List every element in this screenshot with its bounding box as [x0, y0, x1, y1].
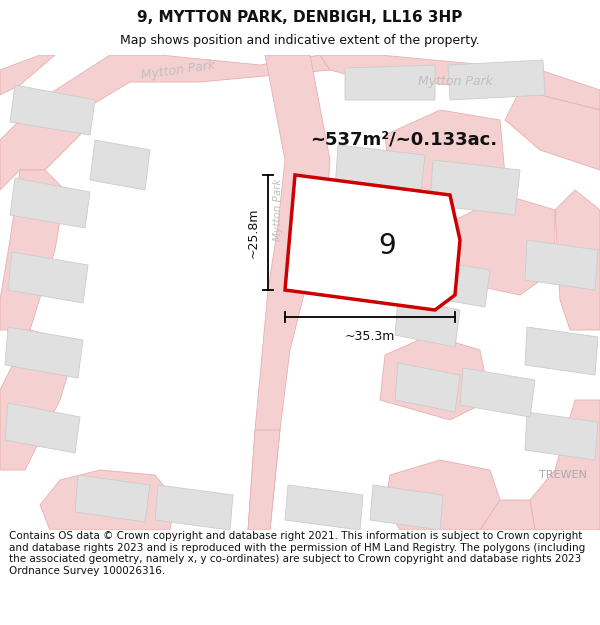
Polygon shape [5, 403, 80, 453]
Polygon shape [10, 85, 95, 135]
Polygon shape [525, 240, 598, 290]
Text: Mytton Park: Mytton Park [418, 76, 493, 89]
Text: Map shows position and indicative extent of the property.: Map shows position and indicative extent… [120, 34, 480, 47]
Polygon shape [248, 430, 280, 530]
Polygon shape [505, 90, 600, 170]
Polygon shape [345, 253, 420, 302]
Polygon shape [8, 252, 88, 303]
Text: Mytton Park: Mytton Park [140, 58, 216, 82]
Polygon shape [385, 110, 505, 195]
Polygon shape [415, 258, 490, 307]
Polygon shape [460, 368, 535, 417]
Polygon shape [10, 178, 90, 228]
Text: ~25.8m: ~25.8m [247, 208, 260, 258]
Polygon shape [0, 330, 75, 470]
Polygon shape [430, 160, 520, 215]
Polygon shape [530, 400, 600, 530]
Text: Mytton Park: Mytton Park [273, 179, 283, 241]
Polygon shape [555, 190, 600, 330]
Polygon shape [385, 460, 500, 530]
Polygon shape [448, 60, 545, 100]
Polygon shape [0, 170, 65, 330]
Polygon shape [90, 140, 150, 190]
Text: TREWEN: TREWEN [539, 470, 587, 480]
Polygon shape [335, 145, 425, 200]
Polygon shape [155, 485, 233, 530]
Polygon shape [345, 65, 435, 100]
Polygon shape [40, 55, 330, 112]
Polygon shape [0, 55, 55, 95]
Text: 9: 9 [378, 232, 395, 260]
Polygon shape [395, 298, 460, 347]
Polygon shape [395, 363, 460, 412]
Polygon shape [450, 195, 555, 295]
Text: 9, MYTTON PARK, DENBIGH, LL16 3HP: 9, MYTTON PARK, DENBIGH, LL16 3HP [137, 10, 463, 25]
Polygon shape [320, 55, 600, 110]
Text: ~35.3m: ~35.3m [345, 330, 395, 343]
Polygon shape [5, 327, 83, 378]
Polygon shape [248, 55, 330, 530]
Polygon shape [525, 412, 598, 460]
Polygon shape [370, 485, 443, 530]
Polygon shape [285, 175, 460, 310]
Text: Contains OS data © Crown copyright and database right 2021. This information is : Contains OS data © Crown copyright and d… [9, 531, 585, 576]
Polygon shape [285, 485, 363, 530]
Text: ~537m²/~0.133ac.: ~537m²/~0.133ac. [310, 131, 497, 149]
Polygon shape [380, 335, 490, 420]
Polygon shape [40, 470, 175, 530]
Polygon shape [75, 475, 150, 522]
Polygon shape [480, 500, 535, 530]
Polygon shape [0, 100, 85, 190]
Polygon shape [525, 327, 598, 375]
